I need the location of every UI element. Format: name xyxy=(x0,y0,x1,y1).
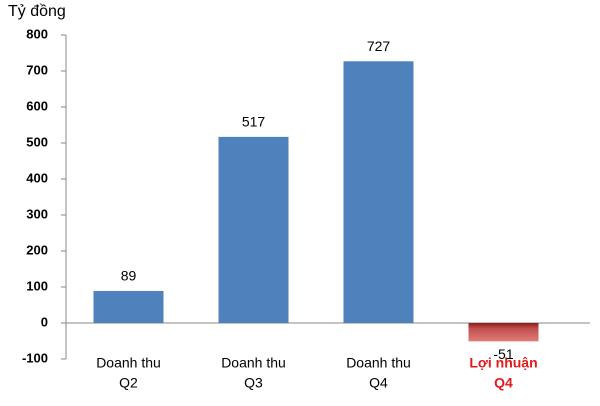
y-tick-label: 600 xyxy=(26,98,48,113)
value-label: 727 xyxy=(367,38,391,54)
y-tick-label: 100 xyxy=(26,278,48,293)
x-tick-label: Q3 xyxy=(244,375,263,391)
y-tick-label: 400 xyxy=(26,170,48,185)
y-tick-label: 200 xyxy=(26,242,48,257)
y-tick-label: 700 xyxy=(26,62,48,77)
x-tick-label: Doanh thu xyxy=(221,355,286,371)
x-tick-label: Q4 xyxy=(494,375,513,391)
x-tick-label: Lợi nhuận xyxy=(469,355,537,371)
y-tick-label: 0 xyxy=(41,314,48,329)
value-label: -51 xyxy=(493,346,513,362)
x-tick-label: Q2 xyxy=(119,375,138,391)
bar xyxy=(93,290,164,323)
x-tick-label: Doanh thu xyxy=(96,355,161,371)
x-tick-label: Q4 xyxy=(369,375,388,391)
value-label: 517 xyxy=(242,114,266,130)
bar xyxy=(343,61,414,323)
y-tick-label: -100 xyxy=(22,350,48,365)
x-tick-label: Doanh thu xyxy=(346,355,411,371)
y-tick-label: 500 xyxy=(26,134,48,149)
bar xyxy=(468,323,539,342)
y-tick-label: 800 xyxy=(26,26,48,41)
y-axis-label: Tỷ đồng xyxy=(8,3,66,20)
bar xyxy=(218,136,289,323)
y-tick-label: 300 xyxy=(26,206,48,221)
value-label: 89 xyxy=(121,268,137,284)
